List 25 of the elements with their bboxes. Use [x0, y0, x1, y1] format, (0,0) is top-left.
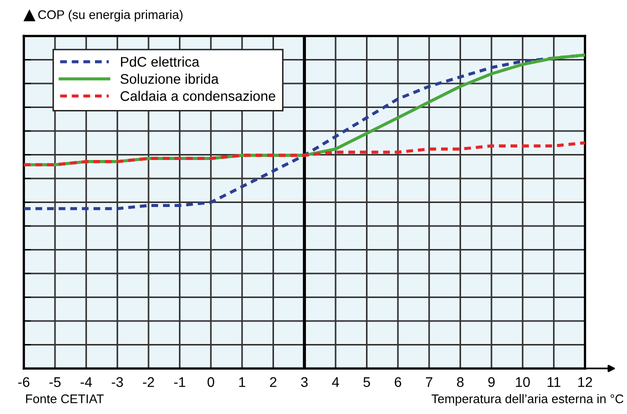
legend-label: Soluzione ibrida [120, 74, 219, 84]
x-tick-label: -6 [18, 377, 30, 387]
y-axis-title: COP (su energia primaria) [38, 10, 183, 22]
x-tick-label: 3 [301, 377, 308, 387]
x-tick-label: 4 [332, 377, 340, 387]
source-note: Fonte CETIAT [26, 394, 104, 404]
x-tick-label: 6 [394, 377, 402, 387]
x-tick-label: 9 [488, 377, 495, 387]
x-tick-label: 12 [578, 377, 592, 387]
x-axis-title: Temperatura dell’aria esterna in °C [432, 394, 624, 406]
legend-label: Caldaia a condensazione [120, 90, 276, 101]
x-tick-label: 2 [270, 377, 276, 387]
x-tick-label: -3 [112, 377, 123, 387]
x-tick-label: 0 [208, 377, 214, 387]
x-tick-label: -4 [80, 377, 92, 387]
x-tick-label: 1 [239, 377, 246, 387]
x-tick-label: 8 [457, 377, 464, 387]
x-tick-label: -2 [142, 377, 154, 387]
x-tick-label: 10 [516, 377, 530, 387]
legend-label: PdC elettrica [121, 56, 200, 67]
x-tick-label: -1 [174, 377, 186, 387]
x-tick-label: -5 [49, 377, 61, 387]
x-tick-label: 7 [426, 377, 432, 387]
x-tick-label: 5 [363, 377, 370, 387]
x-tick-label: 11 [548, 377, 560, 387]
